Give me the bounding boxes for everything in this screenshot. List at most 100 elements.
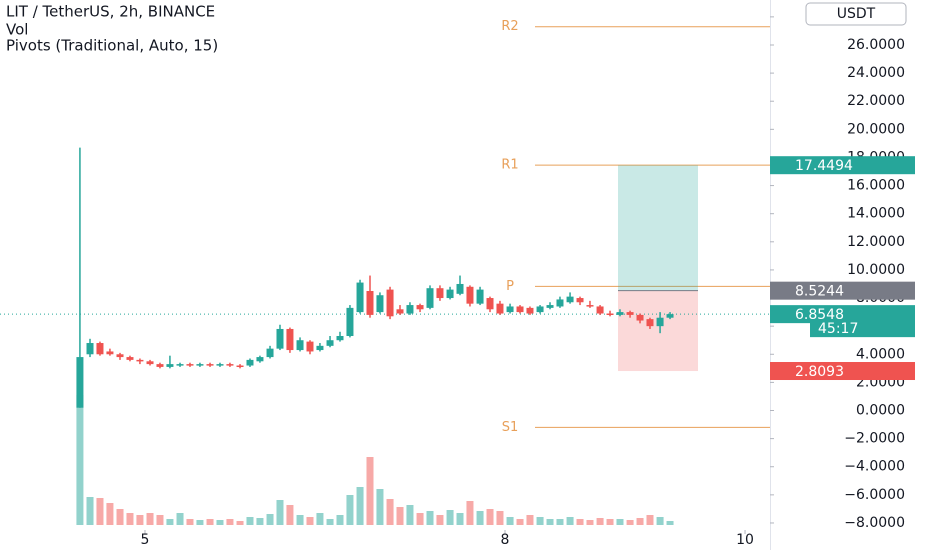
currency-label[interactable]: USDT <box>837 6 876 22</box>
volume-bar <box>216 520 224 525</box>
volume-bar <box>156 515 164 525</box>
currency-button[interactable] <box>805 2 907 26</box>
volume-bar <box>356 487 364 525</box>
volume-bar <box>386 499 394 525</box>
y-tick-label: 4.0000 <box>856 346 905 362</box>
volume-bar <box>646 515 654 525</box>
candle-body <box>316 345 324 351</box>
volume-bar <box>276 500 284 525</box>
candle-body <box>656 317 664 327</box>
pivot-label: P <box>506 279 514 294</box>
volume-bar <box>666 521 674 525</box>
target-price-label: 17.4494 <box>795 158 853 174</box>
volume-bar <box>606 519 614 525</box>
volume-bar <box>256 518 264 525</box>
volume-bar <box>636 518 644 525</box>
countdown-box <box>810 320 915 338</box>
candle-body <box>506 306 514 313</box>
profit-zone <box>618 165 698 291</box>
volume-bar <box>456 513 464 525</box>
volume-bar <box>266 514 274 525</box>
countdown-label: 45:17 <box>818 321 858 337</box>
y-tick-label: −2.0000 <box>844 431 905 447</box>
candle-body <box>176 364 184 366</box>
candle-body <box>376 295 384 313</box>
candle-body <box>76 357 84 408</box>
volume-bar <box>566 517 574 525</box>
candle-body <box>106 351 114 355</box>
y-tick-label: 24.0000 <box>847 65 905 81</box>
candle-body <box>666 314 674 318</box>
volume-bar <box>126 513 134 525</box>
candle-body <box>396 309 404 314</box>
candle-body <box>446 289 454 299</box>
candle-body <box>556 299 564 307</box>
candle-body <box>636 314 644 321</box>
candle-body <box>336 335 344 341</box>
candle-body <box>346 307 354 336</box>
entry-price-label: 8.5244 <box>795 284 844 300</box>
y-tick-label: 0.0000 <box>856 403 905 419</box>
x-tick-label: 10 <box>736 532 754 548</box>
candle-body <box>496 303 504 314</box>
volume-bar <box>226 519 234 525</box>
y-tick-label: −8.0000 <box>844 515 905 531</box>
volume-bar <box>136 515 144 525</box>
candle-body <box>196 364 204 366</box>
candle-body <box>126 357 134 360</box>
volume-bar <box>466 501 474 525</box>
y-tick-label: 26.0000 <box>847 37 905 53</box>
last-price-label: 6.8548 <box>795 307 844 323</box>
volume-bar <box>616 519 624 525</box>
candle-body <box>86 343 94 355</box>
target-price-label-box <box>770 156 915 175</box>
volume-bar <box>596 518 604 525</box>
candle-body <box>166 364 174 367</box>
candle-body <box>366 291 374 315</box>
volume-bar <box>196 520 204 525</box>
volume-bar <box>336 515 344 525</box>
volume-bar <box>86 497 94 525</box>
candle-body <box>536 306 544 313</box>
chart-title: LIT / TetherUS, 2h, BINANCE <box>6 3 215 21</box>
volume-bar <box>116 509 124 525</box>
candle-body <box>206 364 214 366</box>
candle-body <box>436 288 444 299</box>
entry-price-label-box <box>770 281 915 300</box>
volume-bar <box>516 519 524 525</box>
candle-body <box>116 354 124 358</box>
volume-bar <box>506 517 514 525</box>
volume-bar <box>96 498 104 525</box>
plot-area: R2 R1 P S1 <box>0 19 770 525</box>
volume-bar <box>416 513 424 525</box>
candle-body <box>306 341 314 352</box>
volume-bar <box>186 519 194 525</box>
candle-body <box>216 364 224 366</box>
candle-body <box>146 361 154 365</box>
candle-body <box>136 359 144 362</box>
candle-body <box>626 312 634 315</box>
volume-bar <box>446 510 454 525</box>
volume-bar <box>546 519 554 525</box>
x-tick-label: 8 <box>501 532 510 548</box>
indicator-label: Pivots (Traditional, Auto, 15) <box>6 37 218 55</box>
pivot-label: S1 <box>502 420 519 435</box>
candle-body <box>226 364 234 366</box>
candle-body <box>266 348 274 358</box>
candle-body <box>526 307 534 314</box>
candle-body <box>486 298 494 310</box>
volume-bar <box>526 515 534 525</box>
volume-bar <box>246 517 254 525</box>
candle-body <box>416 305 424 310</box>
candle-body <box>646 319 654 327</box>
candle-body <box>586 305 594 307</box>
volume-bar <box>176 513 184 525</box>
y-tick-label: 10.0000 <box>847 262 905 278</box>
volume-bar <box>476 511 484 525</box>
volume-bar <box>236 521 244 525</box>
candle-body <box>276 328 284 349</box>
candle-body <box>576 298 584 303</box>
y-tick-label: −6.0000 <box>844 487 905 503</box>
